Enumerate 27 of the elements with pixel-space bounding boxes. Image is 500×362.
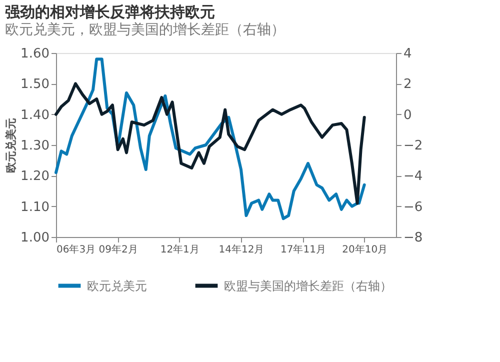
y-tick-label: 1.50: [20, 77, 50, 92]
y-tick-label: 1.00: [20, 230, 50, 246]
legend-label: 欧元兑美元: [87, 278, 147, 293]
y2-tick-label: −2: [404, 138, 423, 154]
x-tick-label: 12年1月: [160, 244, 200, 256]
y-tick-label: 1.30: [20, 138, 50, 154]
y-tick-label: 1.10: [20, 200, 50, 215]
y-tick-label: 1.40: [20, 108, 50, 123]
y2-tick-label: 4: [404, 46, 412, 62]
x-tick-label: 17年11月: [280, 244, 326, 256]
y2-tick-label: −4: [404, 169, 423, 184]
x-tick-label: 06年3月: [56, 244, 96, 256]
legend-label: 欧盟与美国的增长差距（右轴）: [224, 278, 392, 293]
chart-subtitle: 欧元兑美元，欧盟与美国的增长差距（右轴）: [5, 22, 286, 38]
x-tick-label: 09年2月: [98, 244, 138, 256]
line-series: [54, 58, 366, 220]
y2-tick-label: −6: [404, 200, 423, 215]
line-series: [54, 82, 366, 205]
y-tick-label: 1.20: [20, 169, 50, 184]
y-axis-title: 欧元兑美元: [4, 118, 18, 173]
y2-tick-label: 0: [404, 108, 412, 123]
y2-tick-label: 2: [404, 77, 412, 92]
x-tick-label: 20年10月: [342, 244, 388, 256]
y-tick-label: 1.60: [20, 46, 50, 62]
y2-tick-label: −8: [404, 230, 423, 246]
x-tick-label: 14年12月: [218, 244, 264, 256]
chart-title: 强劲的相对增长反弹将扶持欧元: [5, 3, 216, 21]
